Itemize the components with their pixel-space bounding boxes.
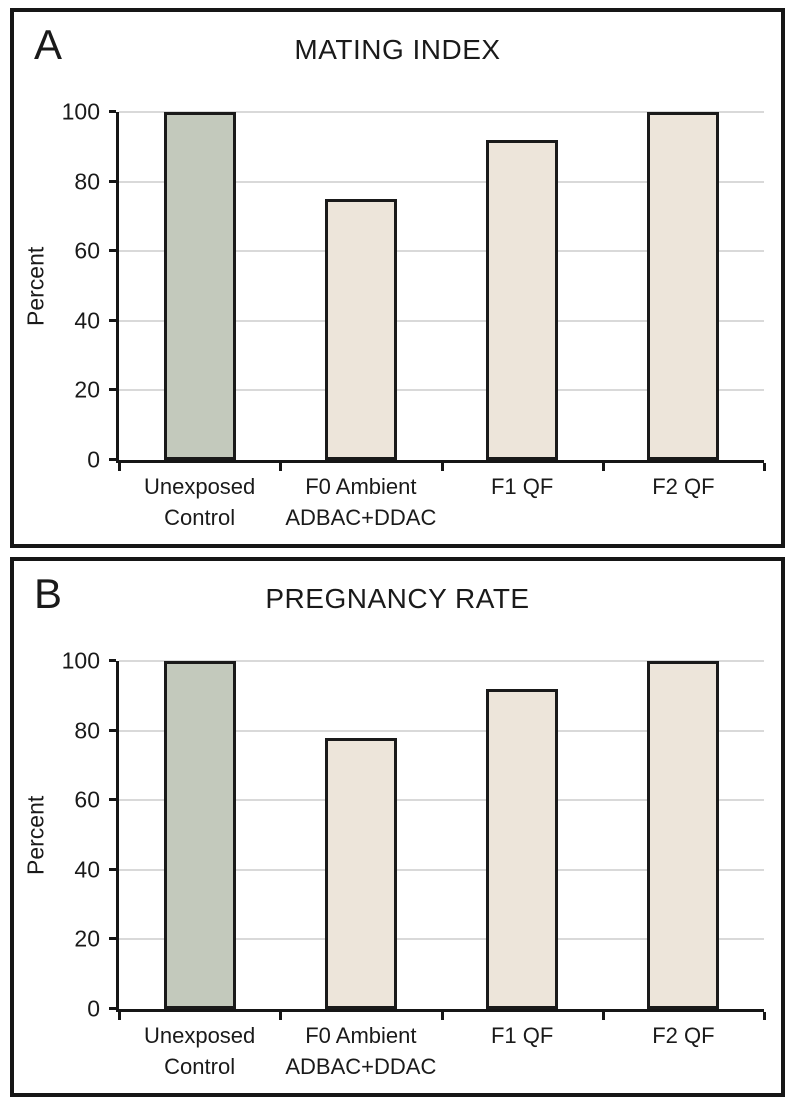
y-tick-label: 80 <box>74 717 100 744</box>
y-tick-label: 100 <box>61 647 100 674</box>
y-tick-label: 80 <box>74 168 100 195</box>
y-tick-label: 0 <box>87 995 100 1022</box>
bar-f1-qf <box>486 139 559 460</box>
panel-letter-a: A <box>34 21 63 68</box>
panel-b: B PREGNANCY RATE Percent 0 20 40 60 80 100 Un… <box>10 557 785 1097</box>
y-axis-tick-mark <box>109 249 116 253</box>
x-labels: Unexposed Control F0 Ambient ADBAC+DDAC F1… <box>119 472 764 534</box>
y-axis-tick-mark <box>109 659 116 662</box>
plot-area <box>109 659 766 1020</box>
x-axis-tick-mark <box>601 463 605 471</box>
x-axis-tick-mark <box>118 1012 121 1020</box>
chart-title-b: PREGNANCY RATE <box>265 583 530 614</box>
y-tick-labels: 0 20 40 60 80 100 <box>48 648 106 1022</box>
bar-unexposed-control <box>163 112 236 460</box>
y-axis-tick-mark <box>109 458 116 461</box>
plot-area <box>109 110 766 471</box>
x-axis-tick-mark <box>763 463 766 471</box>
gridline <box>119 180 764 183</box>
y-axis-tick-mark <box>109 388 116 392</box>
x-category-label: F1 QF <box>490 474 554 499</box>
y-axis-tick-mark <box>109 867 116 871</box>
x-axis-tick-mark <box>440 463 444 471</box>
gridline <box>119 799 764 802</box>
x-category-label: F1 QF <box>490 1023 554 1048</box>
y-axis-tick-mark <box>109 179 116 183</box>
y-tick-label: 60 <box>74 786 100 813</box>
bar-unexposed-control <box>163 661 236 1009</box>
x-category-label: F2 QF <box>652 474 715 499</box>
bar-f0-ambient-adbac-ddac <box>324 199 397 460</box>
y-tick-label: 60 <box>74 237 100 264</box>
y-tick-label: 40 <box>74 307 100 334</box>
x-axis-tick-mark <box>118 463 121 471</box>
gridline <box>119 250 764 253</box>
y-tick-label: 40 <box>74 856 100 883</box>
panel-letter-b: B <box>34 570 63 617</box>
gridline <box>119 938 764 941</box>
y-tick-label: 100 <box>61 98 100 125</box>
x-labels: Unexposed Control F0 Ambient ADBAC+DDAC F1… <box>119 1021 764 1083</box>
chart-title-a: MATING INDEX <box>294 34 501 65</box>
y-axis-tick-mark <box>109 318 116 322</box>
x-category-label: Unexposed Control <box>143 1023 256 1079</box>
bar-f1-qf <box>486 688 559 1009</box>
y-tick-labels: 0 20 40 60 80 100 <box>48 99 106 473</box>
y-axis-tick-mark <box>109 798 116 802</box>
y-tick-label: 20 <box>74 925 100 952</box>
x-axis-tick-mark <box>601 1012 605 1020</box>
bar-f2-qf <box>647 112 720 460</box>
y-tick-label: 0 <box>87 446 100 473</box>
panel-a: A MATING INDEX Percent 0 20 40 60 80 100 Unex… <box>10 8 785 548</box>
x-axis-tick-mark <box>440 1012 444 1020</box>
gridline <box>119 389 764 392</box>
x-category-label: F0 Ambient ADBAC+DDAC <box>285 474 437 530</box>
x-axis-tick-mark <box>279 463 283 471</box>
gridline <box>119 319 764 322</box>
x-category-label: F2 QF <box>652 1023 715 1048</box>
y-axis-tick-mark <box>109 728 116 732</box>
x-axis-tick-mark <box>279 1012 283 1020</box>
y-axis-tick-mark <box>109 1007 116 1010</box>
bar-f0-ambient-adbac-ddac <box>324 737 397 1009</box>
gridline <box>119 729 764 732</box>
gridline <box>119 111 764 113</box>
x-category-label: Unexposed Control <box>143 474 256 530</box>
y-axis-tick-mark <box>109 110 116 113</box>
y-tick-label: 20 <box>74 376 100 403</box>
gridline <box>119 660 764 662</box>
x-axis-tick-mark <box>763 1012 766 1020</box>
bar-f2-qf <box>647 661 720 1009</box>
x-category-label: F0 Ambient ADBAC+DDAC <box>285 1023 437 1079</box>
gridline <box>119 868 764 871</box>
y-axis-tick-mark <box>109 937 116 941</box>
